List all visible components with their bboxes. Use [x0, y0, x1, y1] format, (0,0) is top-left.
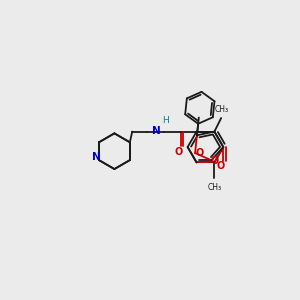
Text: O: O: [210, 157, 218, 166]
Text: CH₃: CH₃: [207, 183, 221, 192]
Text: O: O: [174, 147, 183, 157]
Text: CH₃: CH₃: [215, 105, 229, 114]
Text: O: O: [196, 148, 204, 158]
Text: N: N: [152, 126, 161, 136]
Text: H: H: [162, 116, 169, 124]
Text: N: N: [92, 152, 100, 162]
Text: O: O: [216, 161, 224, 171]
